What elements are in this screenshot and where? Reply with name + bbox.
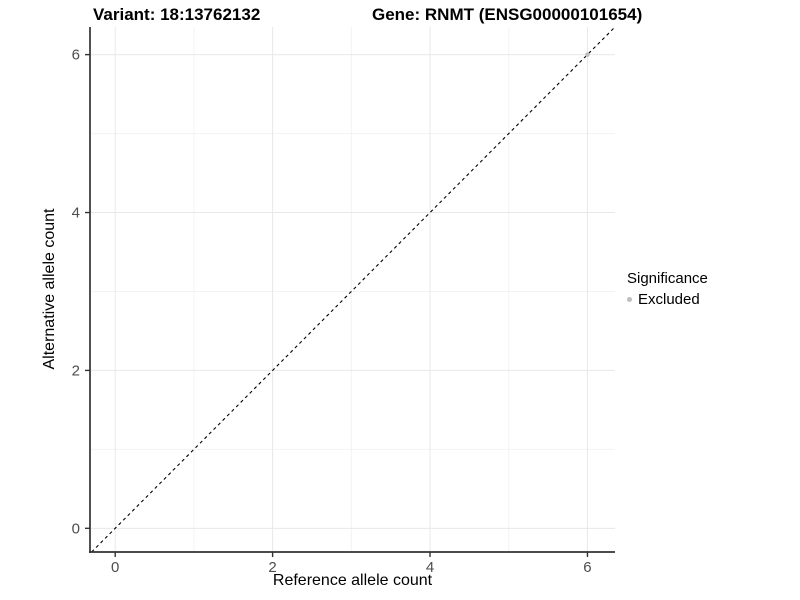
legend-item-label: Excluded: [638, 291, 700, 308]
x-axis-title: Reference allele count: [272, 572, 433, 589]
legend-item-excluded: Excluded: [627, 291, 708, 308]
x-tick-label: 4: [426, 559, 434, 576]
y-tick-label: 2: [72, 362, 80, 379]
data-point: [585, 52, 590, 57]
identity-reference-line: [91, 26, 616, 553]
plot-title-gene: Gene: RNMT (ENSG00000101654): [372, 5, 643, 24]
y-tick-label: 6: [72, 47, 80, 64]
y-axis-title: Alternative allele count: [41, 208, 58, 370]
legend: Significance Excluded: [627, 270, 708, 308]
legend-point-icon: [627, 297, 632, 302]
x-tick-label: 0: [111, 559, 119, 576]
x-tick-label: 6: [583, 559, 591, 576]
plot-title-variant: Variant: 18:13762132: [93, 5, 261, 24]
x-tick-label: 2: [268, 559, 276, 576]
y-tick-label: 0: [72, 520, 80, 537]
y-tick-label: 4: [72, 205, 80, 222]
legend-title: Significance: [627, 270, 708, 287]
